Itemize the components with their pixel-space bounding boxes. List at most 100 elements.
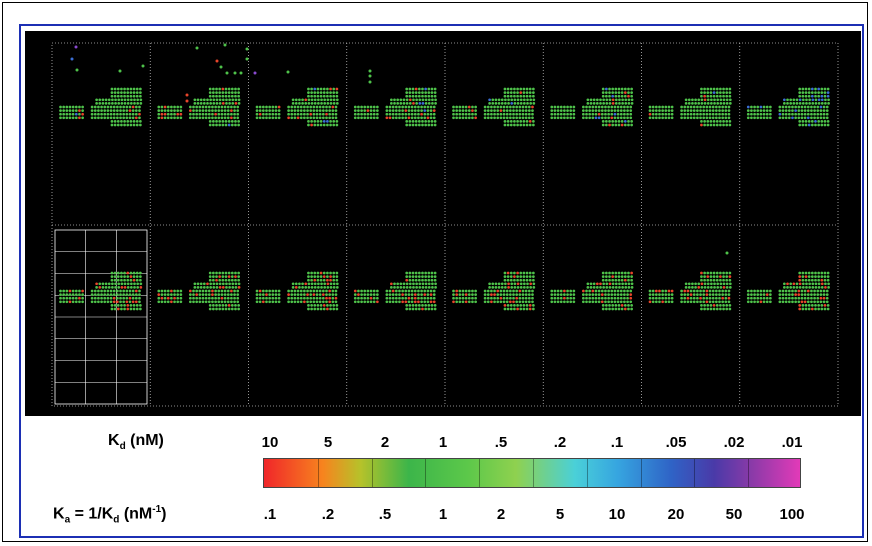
- binding-dot: [804, 307, 808, 311]
- binding-dot: [664, 289, 668, 293]
- binding-dot: [667, 105, 671, 109]
- binding-dot: [605, 91, 608, 94]
- binding-dot: [600, 109, 604, 112]
- binding-dot: [306, 293, 309, 296]
- binding-dot: [424, 87, 428, 91]
- binding-dot: [423, 293, 427, 296]
- binding-dot: [664, 109, 668, 112]
- binding-dot: [823, 91, 827, 94]
- binding-dot: [195, 293, 199, 296]
- binding-dot: [817, 123, 821, 127]
- binding-dot: [224, 87, 228, 91]
- binding-dot: [750, 296, 753, 300]
- binding-dot: [819, 293, 823, 296]
- binding-dot: [572, 289, 576, 293]
- binding-dot: [553, 109, 557, 112]
- binding-dot: [335, 307, 339, 311]
- binding-dot: [592, 286, 596, 289]
- binding-dot: [531, 296, 534, 300]
- binding-dot: [804, 278, 808, 282]
- binding-dot: [404, 116, 408, 120]
- binding-dot: [746, 296, 750, 300]
- binding-dot: [119, 116, 122, 120]
- binding-dot: [208, 91, 212, 94]
- binding-dot: [192, 296, 195, 300]
- binding-dot: [236, 296, 240, 300]
- binding-dot: [287, 109, 290, 112]
- binding-dot: [613, 116, 617, 120]
- binding-dot: [719, 271, 722, 275]
- binding-dot: [519, 91, 523, 94]
- binding-dot: [820, 275, 824, 278]
- binding-dot: [694, 286, 697, 289]
- binding-dot: [519, 123, 523, 127]
- binding-dot: [718, 116, 721, 120]
- binding-dot: [623, 116, 626, 120]
- binding-dot: [491, 102, 495, 105]
- binding-dot: [304, 102, 308, 105]
- binding-dot: [711, 289, 715, 293]
- binding-dot: [532, 94, 535, 98]
- binding-dot: [703, 275, 706, 278]
- binding-dot: [513, 275, 516, 278]
- binding-dot: [801, 271, 805, 275]
- binding-dot: [823, 120, 827, 123]
- binding-dot: [455, 300, 459, 304]
- binding-dot: [131, 300, 135, 304]
- binding-dot: [217, 105, 221, 109]
- binding-dot: [111, 282, 114, 286]
- binding-dot: [405, 271, 409, 275]
- binding-dot: [746, 289, 750, 293]
- binding-dot: [714, 300, 718, 304]
- binding-dot: [261, 296, 265, 300]
- binding-dot: [223, 109, 227, 112]
- binding-dot: [230, 87, 234, 91]
- binding-dot: [694, 102, 697, 105]
- binding-dot: [810, 112, 813, 116]
- binding-dot: [59, 300, 62, 304]
- binding-dot: [408, 87, 412, 91]
- binding-dot: [797, 296, 801, 300]
- binding-dot: [572, 105, 576, 109]
- binding-dot: [265, 296, 268, 300]
- binding-dot: [512, 293, 515, 296]
- binding-dot: [509, 307, 513, 311]
- binding-dot: [394, 293, 398, 296]
- binding-dot: [699, 296, 702, 300]
- binding-dot: [784, 105, 788, 109]
- binding-dot: [667, 289, 671, 293]
- binding-dot: [452, 105, 455, 109]
- binding-dot: [803, 112, 807, 116]
- binding-dot: [413, 293, 417, 296]
- binding-dot: [728, 91, 732, 94]
- binding-dot: [718, 289, 721, 293]
- binding-dot: [123, 120, 126, 123]
- binding-dot: [486, 300, 490, 304]
- binding-dot: [713, 102, 716, 105]
- binding-dot: [110, 87, 114, 91]
- binding-dot: [601, 87, 605, 91]
- binding-dot: [221, 98, 225, 102]
- binding-dot: [629, 300, 633, 304]
- binding-dot: [427, 94, 431, 98]
- binding-dot: [814, 98, 818, 102]
- binding-dot: [427, 102, 431, 105]
- binding-dot: [296, 296, 300, 300]
- binding-dot: [806, 289, 810, 293]
- binding-dot: [134, 116, 138, 120]
- binding-dot: [502, 300, 506, 304]
- binding-dot: [71, 105, 75, 109]
- binding-dot: [518, 112, 522, 116]
- binding-dot: [702, 300, 706, 304]
- binding-dot: [817, 282, 821, 286]
- binding-dot: [724, 105, 728, 109]
- binding-dot: [827, 98, 830, 102]
- binding-dot: [394, 300, 398, 304]
- binding-dot: [320, 282, 323, 286]
- binding-dot: [268, 112, 271, 116]
- binding-dot: [474, 289, 477, 293]
- binding-dot: [503, 87, 507, 91]
- binding-dot: [597, 300, 601, 304]
- binding-dot: [722, 91, 725, 94]
- binding-dot: [823, 87, 827, 91]
